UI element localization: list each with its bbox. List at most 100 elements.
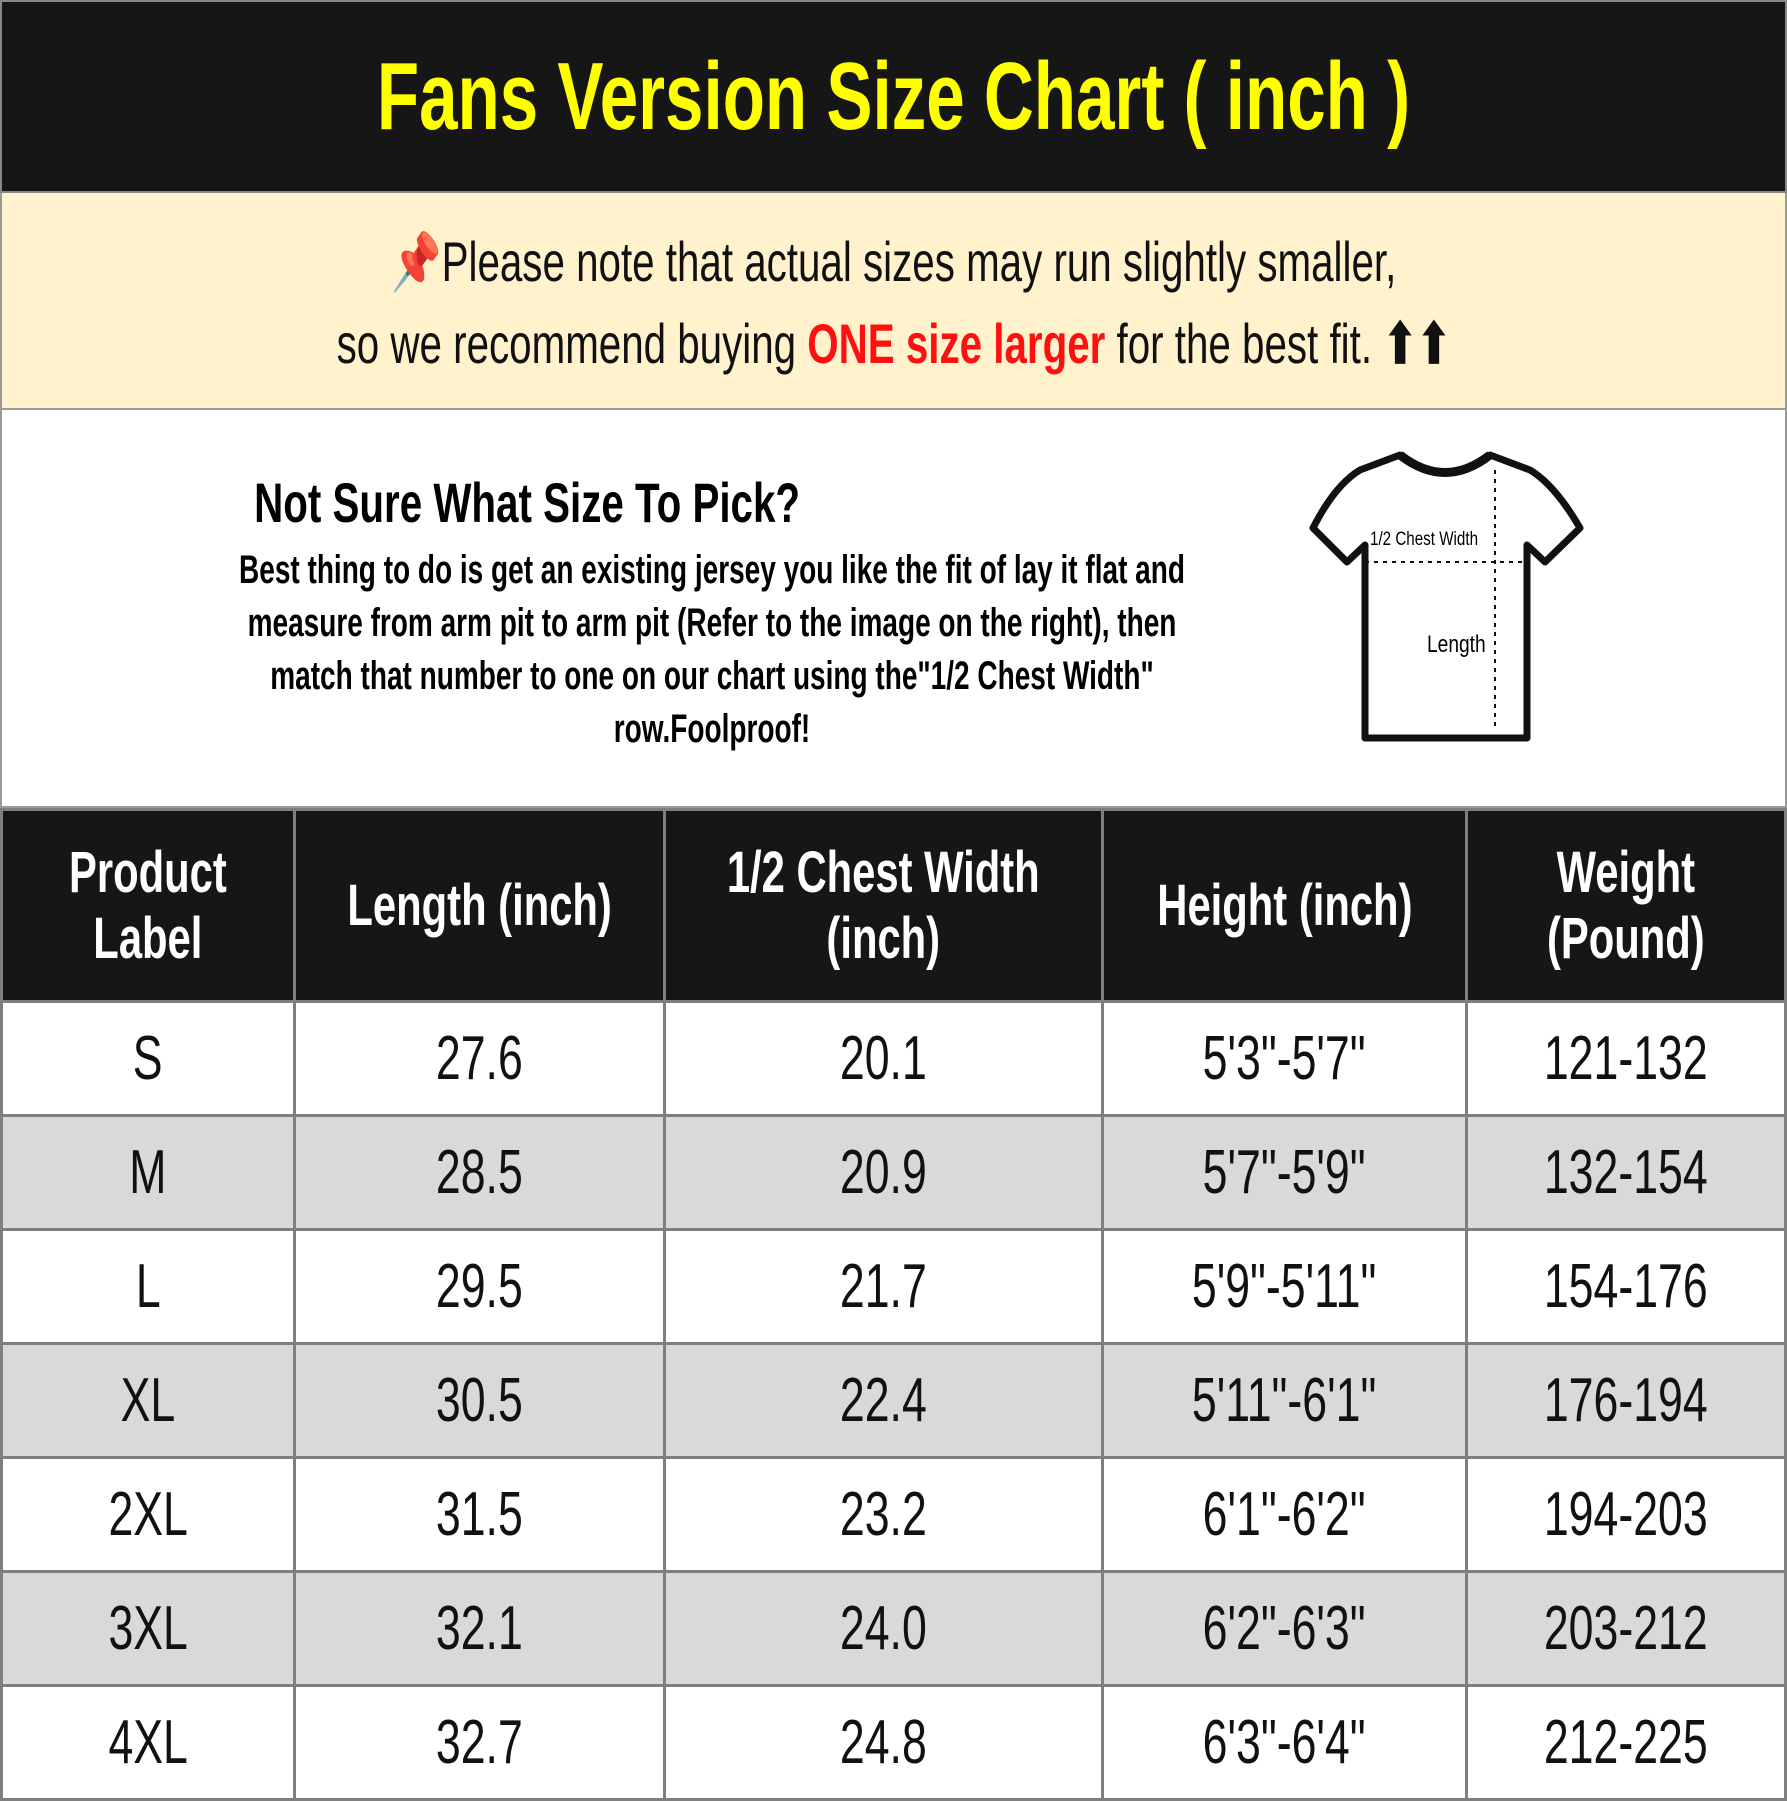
table-row: 4XL 32.7 24.8 6'3"-6'4" 212-225 (0, 1684, 1787, 1801)
table-cell: 5'11"-6'1" (1100, 1342, 1469, 1459)
table-cell: S (0, 1000, 296, 1117)
cell-value: 6'2"-6'3" (1202, 1594, 1366, 1663)
cell-value: 21.7 (839, 1252, 927, 1321)
cell-value: 203-212 (1544, 1594, 1709, 1663)
table-cell: 29.5 (292, 1228, 666, 1345)
cell-value: 154-176 (1544, 1252, 1709, 1321)
column-header: 1/2 Chest Width (inch) (662, 808, 1104, 1003)
table-cell: 22.4 (662, 1342, 1104, 1459)
column-header: Length (inch) (292, 808, 666, 1003)
table-cell: 176-194 (1465, 1342, 1787, 1459)
table-row: S 27.6 20.1 5'3"-5'7" 121-132 (0, 1000, 1787, 1117)
table-row: 2XL 31.5 23.2 6'1"-6'2" 194-203 (0, 1456, 1787, 1573)
table-cell: 132-154 (1465, 1114, 1787, 1231)
cell-value: 3XL (108, 1594, 188, 1663)
header-text: Label (93, 905, 203, 971)
table-cell: 27.6 (292, 1000, 666, 1117)
column-header: Product Label (0, 808, 296, 1003)
notice-line-2-end: for the best fit. (1105, 312, 1372, 375)
cell-value: 5'3"-5'7" (1202, 1024, 1366, 1093)
guide-heading: Not Sure What Size To Pick? (254, 471, 800, 534)
cell-value: M (129, 1138, 167, 1207)
table-cell: 20.1 (662, 1000, 1104, 1117)
table-cell: 2XL (0, 1456, 296, 1573)
tshirt-diagram-icon: 1/2 Chest Width Length (1309, 451, 1584, 742)
notice-highlight: ONE size larger (807, 312, 1106, 375)
table-row: L 29.5 21.7 5'9"-5'11" 154-176 (0, 1228, 1787, 1345)
column-header: Weight (Pound) (1465, 808, 1787, 1003)
cell-value: 5'9"-5'11" (1192, 1252, 1377, 1321)
notice-line-1: Please note that actual sizes may run sl… (441, 230, 1396, 293)
table-cell: 5'3"-5'7" (1100, 1000, 1469, 1117)
cell-value: 5'11"-6'1" (1192, 1366, 1377, 1435)
cell-value: 5'7"-5'9" (1202, 1138, 1366, 1207)
table-cell: 121-132 (1465, 1000, 1787, 1117)
table-cell: 28.5 (292, 1114, 666, 1231)
header-text: Weight (1556, 839, 1696, 905)
table-cell: L (0, 1228, 296, 1345)
cell-value: 4XL (108, 1708, 188, 1777)
header-text: Length (inch) (347, 872, 612, 938)
table-cell: 20.9 (662, 1114, 1104, 1231)
table-cell: 24.0 (662, 1570, 1104, 1687)
table-cell: 212-225 (1465, 1684, 1787, 1801)
cell-value: 212-225 (1544, 1708, 1709, 1777)
cell-value: L (135, 1252, 161, 1321)
cell-value: 121-132 (1544, 1024, 1709, 1093)
table-cell: 31.5 (292, 1456, 666, 1573)
cell-value: 29.5 (435, 1252, 523, 1321)
table-row: M 28.5 20.9 5'7"-5'9" 132-154 (0, 1114, 1787, 1231)
table-cell: XL (0, 1342, 296, 1459)
notice-line-2-start: so we recommend buying (336, 312, 808, 375)
cell-value: 2XL (108, 1480, 188, 1549)
cell-value: 31.5 (435, 1480, 523, 1549)
chest-width-label: 1/2 Chest Width (1370, 527, 1478, 549)
cell-value: 132-154 (1544, 1138, 1709, 1207)
title-bar: Fans Version Size Chart ( inch ) (0, 0, 1787, 193)
cell-value: 27.6 (435, 1024, 523, 1093)
size-table: Product Label Length (inch) 1/2 Chest Width… (0, 808, 1787, 1801)
cell-value: 20.1 (839, 1024, 927, 1093)
cell-value: 32.1 (435, 1594, 523, 1663)
cell-value: 20.9 (839, 1138, 927, 1207)
table-cell: M (0, 1114, 296, 1231)
table-cell: 5'9"-5'11" (1100, 1228, 1469, 1345)
column-header: Height (inch) (1100, 808, 1469, 1003)
cell-value: 30.5 (435, 1366, 523, 1435)
table-cell: 3XL (0, 1570, 296, 1687)
table-cell: 23.2 (662, 1456, 1104, 1573)
notice-banner: 📌Please note that actual sizes may run s… (0, 193, 1787, 410)
cell-value: 32.7 (435, 1708, 523, 1777)
cell-value: 194-203 (1544, 1480, 1709, 1549)
page-title: Fans Version Size Chart ( inch ) (376, 42, 1411, 150)
arrow-up-icon: ⬆⬆ (1383, 312, 1451, 375)
pushpin-icon: 📌 (391, 230, 442, 293)
table-cell: 21.7 (662, 1228, 1104, 1345)
cell-value: 6'3"-6'4" (1202, 1708, 1366, 1777)
cell-value: S (132, 1024, 163, 1093)
cell-value: 23.2 (839, 1480, 927, 1549)
header-text: Product (68, 839, 227, 905)
cell-value: 176-194 (1544, 1366, 1709, 1435)
table-header: Product Label Length (inch) 1/2 Chest Width… (0, 808, 1787, 1003)
size-guide-section: Not Sure What Size To Pick? Best thing t… (0, 410, 1787, 808)
table-cell: 5'7"-5'9" (1100, 1114, 1469, 1231)
table-cell: 6'2"-6'3" (1100, 1570, 1469, 1687)
table-cell: 4XL (0, 1684, 296, 1801)
table-cell: 203-212 (1465, 1570, 1787, 1687)
table-cell: 6'3"-6'4" (1100, 1684, 1469, 1801)
table-cell: 194-203 (1465, 1456, 1787, 1573)
table-cell: 30.5 (292, 1342, 666, 1459)
header-text: Height (inch) (1156, 872, 1412, 938)
cell-value: 24.0 (839, 1594, 927, 1663)
guide-body: Best thing to do is get an existing jers… (239, 548, 1185, 751)
header-text: (Pound) (1547, 905, 1705, 971)
table-cell: 32.7 (292, 1684, 666, 1801)
table-row: 3XL 32.1 24.0 6'2"-6'3" 203-212 (0, 1570, 1787, 1687)
table-cell: 154-176 (1465, 1228, 1787, 1345)
table-cell: 24.8 (662, 1684, 1104, 1801)
length-label: Length (1427, 630, 1486, 658)
header-text: 1/2 Chest Width (726, 839, 1040, 905)
table-row: XL 30.5 22.4 5'11"-6'1" 176-194 (0, 1342, 1787, 1459)
header-text: (inch) (826, 905, 941, 971)
